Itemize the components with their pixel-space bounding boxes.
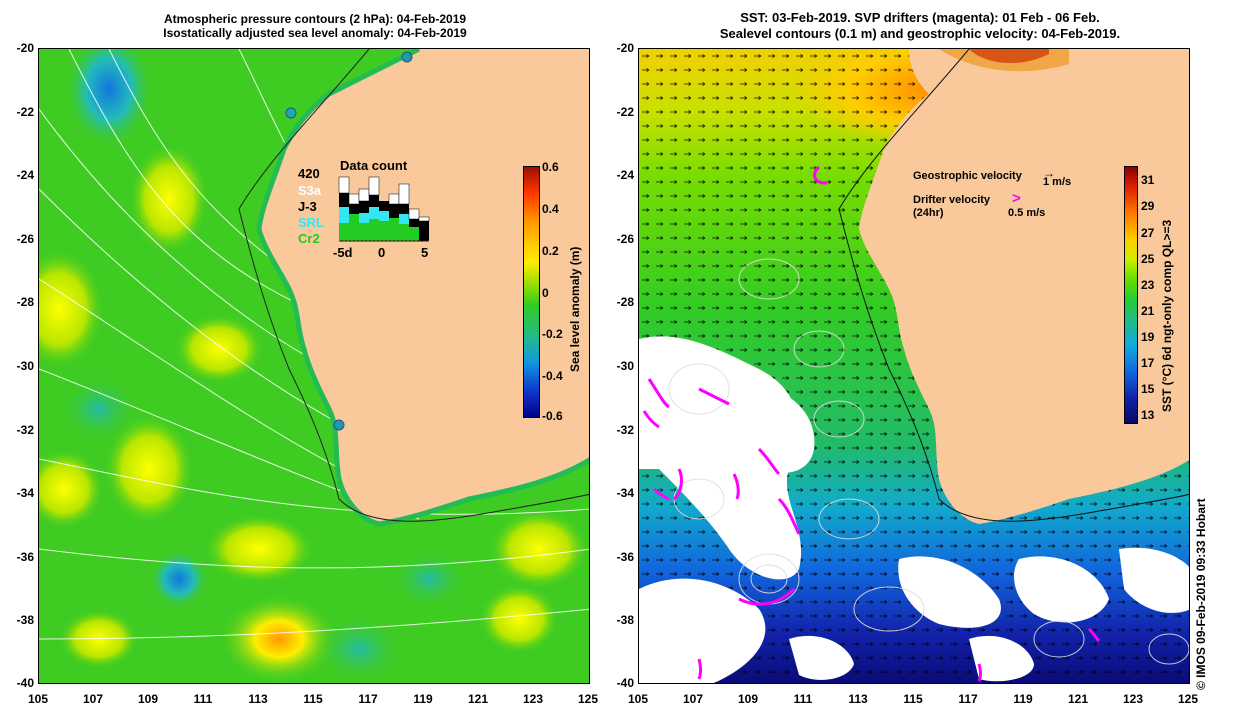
lat-tick: -30 — [16, 359, 34, 373]
sst-tick: 15 — [1141, 382, 1155, 396]
sla-tick: -0.2 — [542, 327, 563, 341]
lat-tick: -22 — [616, 105, 634, 119]
geostrophic-scale: 1 m/s — [1043, 176, 1072, 188]
sst-tick: 29 — [1141, 199, 1155, 213]
lon-tick: 107 — [682, 692, 704, 706]
lon-tick: 109 — [737, 692, 759, 706]
satellite-label-srl: SRL — [298, 215, 324, 230]
data-count-total: 420 — [298, 166, 320, 181]
lat-tick: -32 — [616, 423, 634, 437]
sst-tick: 31 — [1141, 173, 1155, 187]
sst-tick: 17 — [1141, 356, 1155, 370]
lon-tick: 123 — [1122, 692, 1144, 706]
sst-tick: 23 — [1141, 278, 1155, 292]
geostrophic-arrow-icon: → — [1043, 166, 1055, 180]
data-count-tick-start: -5d — [333, 245, 353, 260]
data-count-tick-zero: 0 — [378, 245, 386, 260]
lat-tick: -40 — [16, 676, 34, 690]
lon-tick: 111 — [193, 692, 213, 706]
lon-tick: 123 — [522, 692, 544, 706]
drifter-velocity-label: Drifter velocity — [913, 194, 991, 206]
lat-tick: -22 — [16, 105, 34, 119]
drifter-tracks — [642, 165, 1101, 682]
lat-tick: -24 — [16, 168, 34, 182]
sla-tick: 0.6 — [542, 160, 559, 174]
sea-level-map-svg — [39, 49, 589, 683]
sla-tick: 0.4 — [542, 202, 559, 216]
lat-tick: -28 — [616, 295, 634, 309]
lon-tick: 111 — [793, 692, 813, 706]
sst-tick: 21 — [1141, 304, 1155, 318]
lon-tick: 121 — [467, 692, 489, 706]
data-count-title: Data count — [340, 158, 408, 173]
cloud-mask — [639, 336, 1189, 683]
lon-tick: 109 — [137, 692, 159, 706]
sst-tick: 13 — [1141, 408, 1155, 422]
drifter-scale: 0.5 m/s — [1008, 207, 1046, 219]
sla-colorbar-label: Sea level anomaly (m) — [568, 246, 582, 372]
sla-tick: 0.2 — [542, 244, 559, 258]
left-title-line2: Isostatically adjusted sea level anomaly… — [163, 26, 467, 40]
tide-gauge-marker — [285, 107, 297, 119]
lat-tick: -32 — [16, 423, 34, 437]
sla-tick: -0.4 — [542, 369, 563, 383]
geostrophic-velocity-label: Geostrophic velocity — [913, 170, 1022, 182]
drifter-arrow-icon: > — [1012, 190, 1021, 207]
lat-tick: -36 — [16, 550, 34, 564]
sst-colorbar — [1124, 166, 1138, 424]
right-title-line1: SST: 03-Feb-2019. SVP drifters (magenta)… — [740, 10, 1100, 25]
sst-tick: 19 — [1141, 330, 1155, 344]
satellite-label-s3a: S3a — [298, 183, 322, 198]
lon-tick: 113 — [848, 692, 868, 706]
lon-tick: 121 — [1067, 692, 1089, 706]
left-title-line1: Atmospheric pressure contours (2 hPa): 0… — [163, 12, 467, 26]
sst-map — [638, 48, 1190, 684]
sea-level-colorbar — [523, 166, 540, 418]
lon-tick: 113 — [248, 692, 268, 706]
lat-tick: -24 — [616, 168, 634, 182]
lon-tick: 105 — [627, 692, 649, 706]
lat-tick: -40 — [616, 676, 634, 690]
sst-tick: 27 — [1141, 226, 1155, 240]
tide-gauge-marker — [401, 51, 413, 63]
drifter-velocity-period: (24hr) — [913, 207, 944, 219]
sst-map-svg — [639, 49, 1189, 683]
lat-tick: -30 — [616, 359, 634, 373]
lon-tick: 115 — [303, 692, 323, 706]
lat-tick: -26 — [616, 232, 634, 246]
lon-tick: 107 — [82, 692, 104, 706]
imos-credit: © IMOS 09-Feb-2019 09:33 Hobart — [1194, 498, 1208, 690]
lon-tick: 119 — [413, 692, 433, 706]
data-count-histogram — [338, 176, 430, 242]
lat-tick: -38 — [16, 613, 34, 627]
lon-tick: 119 — [1013, 692, 1033, 706]
lat-tick: -34 — [616, 486, 634, 500]
sea-level-anomaly-map — [38, 48, 590, 684]
data-count-tick-end: 5 — [421, 245, 429, 260]
australia-landmass-sst — [859, 49, 1189, 524]
sla-tick: 0 — [542, 286, 549, 300]
lon-tick: 115 — [903, 692, 923, 706]
sst-colorbar-label: SST (°C) 6d ngt-only comp QL>=3 — [1160, 219, 1174, 412]
lat-tick: -38 — [616, 613, 634, 627]
lon-tick: 125 — [1177, 692, 1199, 706]
lat-tick: -26 — [16, 232, 34, 246]
lat-tick: -20 — [616, 41, 634, 55]
right-title-line2: Sealevel contours (0.1 m) and geostrophi… — [719, 26, 1121, 41]
lat-tick: -28 — [16, 295, 34, 309]
lon-tick: 105 — [27, 692, 49, 706]
tide-gauge-marker — [333, 419, 345, 431]
lat-tick: -20 — [16, 41, 34, 55]
lat-tick: -36 — [616, 550, 634, 564]
sst-tick: 25 — [1141, 252, 1155, 266]
sla-tick: -0.6 — [542, 409, 563, 423]
lat-tick: -34 — [16, 486, 34, 500]
australia-landmass — [259, 49, 589, 524]
satellite-label-j3: J-3 — [298, 199, 317, 214]
lon-tick: 125 — [577, 692, 599, 706]
satellite-label-cr2: Cr2 — [298, 231, 320, 246]
lon-tick: 117 — [358, 692, 378, 706]
lon-tick: 117 — [958, 692, 978, 706]
